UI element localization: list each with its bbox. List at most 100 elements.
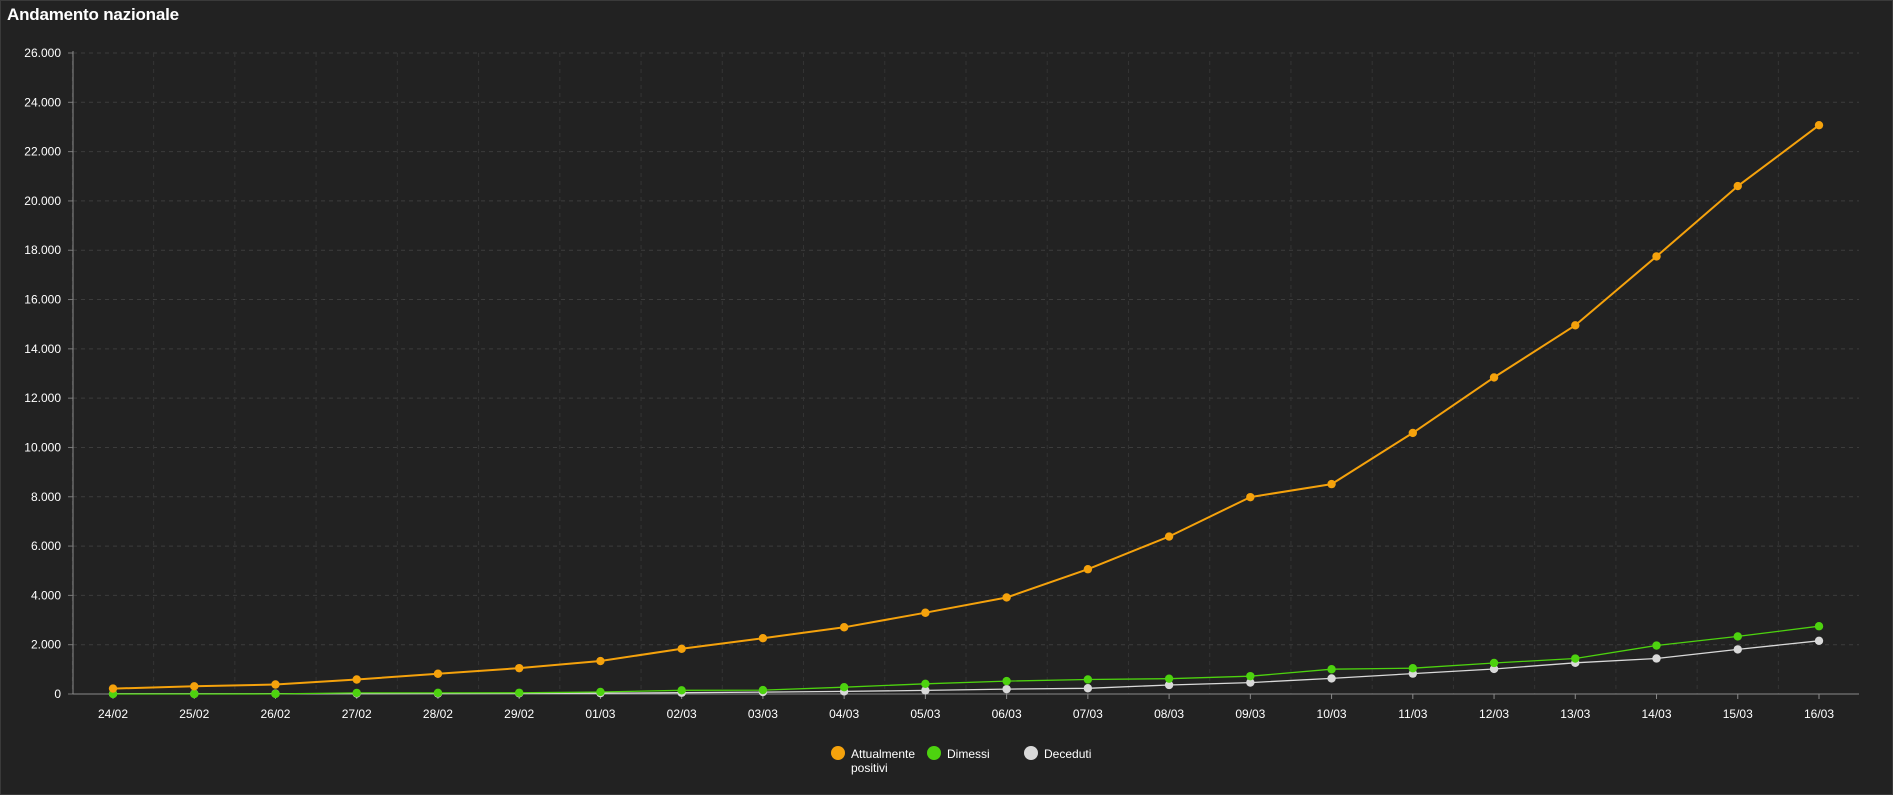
data-point[interactable] — [433, 669, 443, 678]
data-point[interactable] — [677, 686, 686, 695]
data-point[interactable] — [1408, 428, 1418, 438]
x-tick-label: 10/03 — [1317, 707, 1347, 721]
data-point[interactable] — [1733, 645, 1742, 654]
data-point[interactable] — [271, 689, 280, 699]
y-tick-label: 0 — [54, 687, 61, 701]
x-tick-label: 14/03 — [1642, 707, 1672, 721]
data-point[interactable] — [1002, 684, 1011, 694]
x-tick-label: 24/02 — [98, 707, 128, 721]
data-point[interactable] — [1002, 676, 1011, 686]
y-tick-label: 16.000 — [24, 293, 61, 307]
data-point[interactable] — [1489, 373, 1499, 382]
x-tick-label: 29/02 — [504, 707, 534, 721]
data-point[interactable] — [1164, 680, 1174, 690]
data-point[interactable] — [1571, 654, 1580, 663]
data-point[interactable] — [1408, 664, 1418, 673]
data-point[interactable] — [190, 682, 199, 691]
data-point[interactable] — [921, 686, 930, 695]
legend-item[interactable]: Deceduti — [1024, 746, 1091, 761]
y-tick-label: 12.000 — [24, 391, 61, 405]
data-point[interactable] — [1083, 684, 1093, 693]
y-tick-label: 6.000 — [31, 539, 61, 553]
series-line — [112, 124, 1820, 690]
data-point[interactable] — [677, 644, 686, 653]
data-point[interactable] — [190, 689, 199, 699]
legend-label: Deceduti — [1044, 747, 1091, 761]
data-point[interactable] — [352, 688, 361, 698]
data-point[interactable] — [1083, 675, 1093, 684]
page-title: Andamento nazionale — [7, 5, 179, 24]
y-tick-label: 8.000 — [31, 490, 61, 504]
x-tick-label: 01/03 — [585, 707, 615, 721]
data-point[interactable] — [1083, 565, 1093, 574]
data-point[interactable] — [1814, 622, 1824, 631]
data-point[interactable] — [1571, 321, 1580, 330]
data-point[interactable] — [1489, 664, 1499, 674]
y-tick-label: 18.000 — [24, 243, 61, 257]
x-tick-label: 04/03 — [829, 707, 859, 721]
y-tick-label: 20.000 — [24, 194, 61, 208]
y-tick-label: 26.000 — [24, 46, 61, 60]
x-tick-label: 06/03 — [992, 707, 1022, 721]
legend-item[interactable]: Dimessi — [927, 746, 990, 761]
data-point[interactable] — [1327, 674, 1336, 683]
data-point[interactable] — [1652, 641, 1661, 650]
data-point[interactable] — [596, 687, 605, 697]
data-point[interactable] — [1652, 252, 1661, 261]
x-tick-label: 03/03 — [748, 707, 778, 721]
data-point[interactable] — [1246, 492, 1255, 502]
series-attualmente-positivi — [108, 120, 1824, 693]
y-tick-label: 2.000 — [31, 638, 61, 652]
x-tick-label: 05/03 — [910, 707, 940, 721]
y-tick-label: 14.000 — [24, 342, 61, 356]
x-tick-label: 08/03 — [1154, 707, 1184, 721]
series-line — [113, 625, 1820, 695]
data-point[interactable] — [839, 623, 849, 632]
x-tick-label: 07/03 — [1073, 707, 1103, 721]
x-tick-label: 02/03 — [667, 707, 697, 721]
data-point[interactable] — [1814, 120, 1824, 130]
x-tick-label: 13/03 — [1560, 707, 1590, 721]
legend-label: Attualmente — [851, 747, 915, 761]
data-point[interactable] — [514, 663, 524, 673]
data-point[interactable] — [1164, 674, 1174, 683]
data-point[interactable] — [108, 684, 118, 693]
data-point[interactable] — [1246, 678, 1255, 687]
x-tick-label: 25/02 — [179, 707, 209, 721]
data-point[interactable] — [352, 675, 361, 684]
data-point[interactable] — [1327, 479, 1336, 489]
data-point[interactable] — [1489, 658, 1499, 668]
y-tick-label: 24.000 — [24, 95, 61, 109]
x-tick-label: 15/03 — [1723, 707, 1753, 721]
data-point[interactable] — [758, 685, 768, 695]
data-point[interactable] — [271, 680, 280, 689]
x-tick-label: 12/03 — [1479, 707, 1509, 721]
data-point[interactable] — [596, 656, 605, 666]
data-point[interactable] — [1002, 593, 1011, 602]
grid-layer — [71, 52, 1859, 694]
data-point[interactable] — [1652, 654, 1661, 663]
data-point[interactable] — [839, 682, 849, 692]
data-point[interactable] — [758, 634, 768, 643]
data-point[interactable] — [514, 688, 524, 697]
x-tick-label: 11/03 — [1398, 707, 1427, 721]
data-point[interactable] — [1733, 181, 1742, 191]
data-point[interactable] — [1814, 636, 1824, 645]
x-tick-label: 16/03 — [1804, 707, 1834, 721]
data-point[interactable] — [1164, 532, 1174, 541]
y-tick-label: 10.000 — [24, 440, 61, 454]
legend-label: Dimessi — [947, 747, 990, 761]
legend-label: positivi — [851, 761, 888, 775]
series-dimessi — [108, 622, 1824, 699]
data-point[interactable] — [921, 679, 930, 688]
data-point[interactable] — [1246, 671, 1255, 681]
x-tick-label: 28/02 — [423, 707, 453, 721]
data-point[interactable] — [433, 688, 443, 698]
legend-marker — [927, 746, 941, 760]
data-point[interactable] — [1327, 665, 1336, 674]
data-point[interactable] — [1733, 632, 1742, 641]
data-point[interactable] — [921, 608, 930, 617]
y-tick-label: 22.000 — [24, 145, 61, 159]
